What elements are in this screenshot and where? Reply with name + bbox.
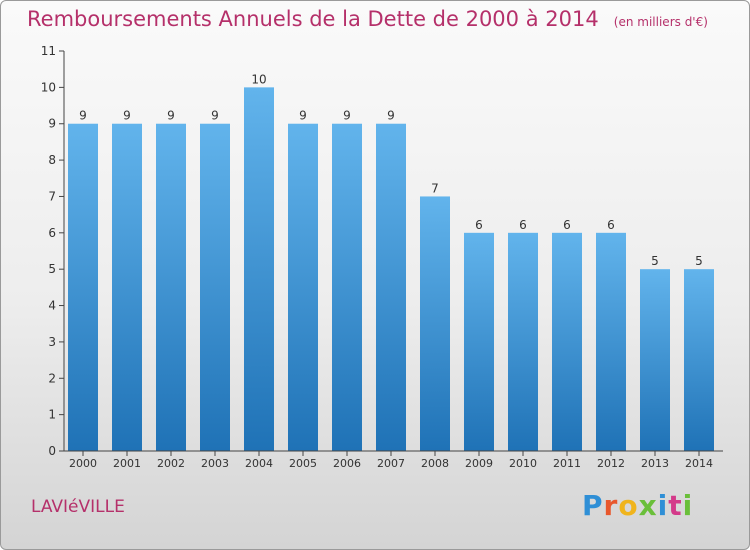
bar-2001 <box>112 123 142 452</box>
y-tick-label: 4 <box>48 299 56 313</box>
y-tick-label: 2 <box>48 371 56 385</box>
data-label: 9 <box>343 109 351 123</box>
data-label: 6 <box>519 218 527 232</box>
data-label: 5 <box>695 254 703 268</box>
logo-letter: r <box>603 489 619 522</box>
y-tick-label: 10 <box>41 80 56 94</box>
data-label: 6 <box>563 218 571 232</box>
data-label: 10 <box>251 72 266 86</box>
bar-2010 <box>508 232 538 451</box>
x-tick-label: 2004 <box>245 457 273 470</box>
x-tick-label: 2006 <box>333 457 361 470</box>
chart-title-text: Remboursements Annuels de la Dette de 20… <box>27 7 599 31</box>
y-tick-label: 11 <box>41 44 56 58</box>
y-tick-label: 1 <box>48 408 56 422</box>
bar-2005 <box>288 123 318 452</box>
bars: 9 9 9 9 10 9 9 9 7 6 6 6 6 5 5 <box>68 72 714 452</box>
logo-letter: t <box>668 489 683 522</box>
y-tick-label: 8 <box>48 153 56 167</box>
x-tick-label: 2014 <box>685 457 713 470</box>
logo-letter: i <box>657 489 669 522</box>
x-tick-label: 2005 <box>289 457 317 470</box>
data-label: 5 <box>651 254 659 268</box>
x-tick-label: 2009 <box>465 457 493 470</box>
data-label: 7 <box>431 181 439 195</box>
logo-letter: i <box>682 489 694 522</box>
x-axis: 2000 2001 2002 2003 2004 2005 2006 2007 2008 2009… <box>64 450 723 470</box>
bar-2013 <box>640 269 670 451</box>
bar-2004 <box>244 87 274 451</box>
commune-name: LAVIéVILLE <box>31 497 125 517</box>
x-tick-label: 2003 <box>201 457 229 470</box>
bar-2014 <box>684 269 714 451</box>
bar-2000 <box>68 123 98 452</box>
bar-2006 <box>332 123 362 452</box>
data-label: 9 <box>123 109 131 123</box>
x-tick-label: 2007 <box>377 457 405 470</box>
proxiti-logo: Proxiti <box>582 489 693 522</box>
data-label: 6 <box>475 218 483 232</box>
y-tick-label: 3 <box>48 335 56 349</box>
chart-title: Remboursements Annuels de la Dette de 20… <box>27 7 708 31</box>
bar-2009 <box>464 232 494 451</box>
y-axis: 0 1 2 3 4 5 6 7 8 9 10 11 <box>41 44 65 458</box>
y-tick-label: 0 <box>48 444 56 458</box>
logo-letter: o <box>618 489 639 522</box>
chart-unit-label: (en milliers d'€) <box>613 15 708 29</box>
bar-2008 <box>420 196 450 451</box>
logo-letter: x <box>638 489 658 522</box>
x-tick-label: 2001 <box>113 457 141 470</box>
x-tick-label: 2010 <box>509 457 537 470</box>
logo-letter: P <box>582 489 604 522</box>
bar-2012 <box>596 232 626 451</box>
data-label: 9 <box>79 109 87 123</box>
bar-2002 <box>156 123 186 452</box>
x-tick-label: 2000 <box>69 457 97 470</box>
data-label: 9 <box>211 109 219 123</box>
bar-2003 <box>200 123 230 452</box>
data-label: 9 <box>167 109 175 123</box>
x-tick-label: 2008 <box>421 457 449 470</box>
x-tick-label: 2002 <box>157 457 185 470</box>
y-tick-label: 5 <box>48 262 56 276</box>
y-tick-label: 6 <box>48 226 56 240</box>
x-tick-label: 2013 <box>641 457 669 470</box>
x-tick-label: 2011 <box>553 457 581 470</box>
bar-2011 <box>552 232 582 451</box>
data-label: 9 <box>299 109 307 123</box>
data-label: 9 <box>387 109 395 123</box>
data-label: 6 <box>607 218 615 232</box>
y-tick-label: 7 <box>48 189 56 203</box>
y-tick-label: 9 <box>48 117 56 131</box>
x-tick-label: 2012 <box>597 457 625 470</box>
bar-2007 <box>376 123 406 452</box>
